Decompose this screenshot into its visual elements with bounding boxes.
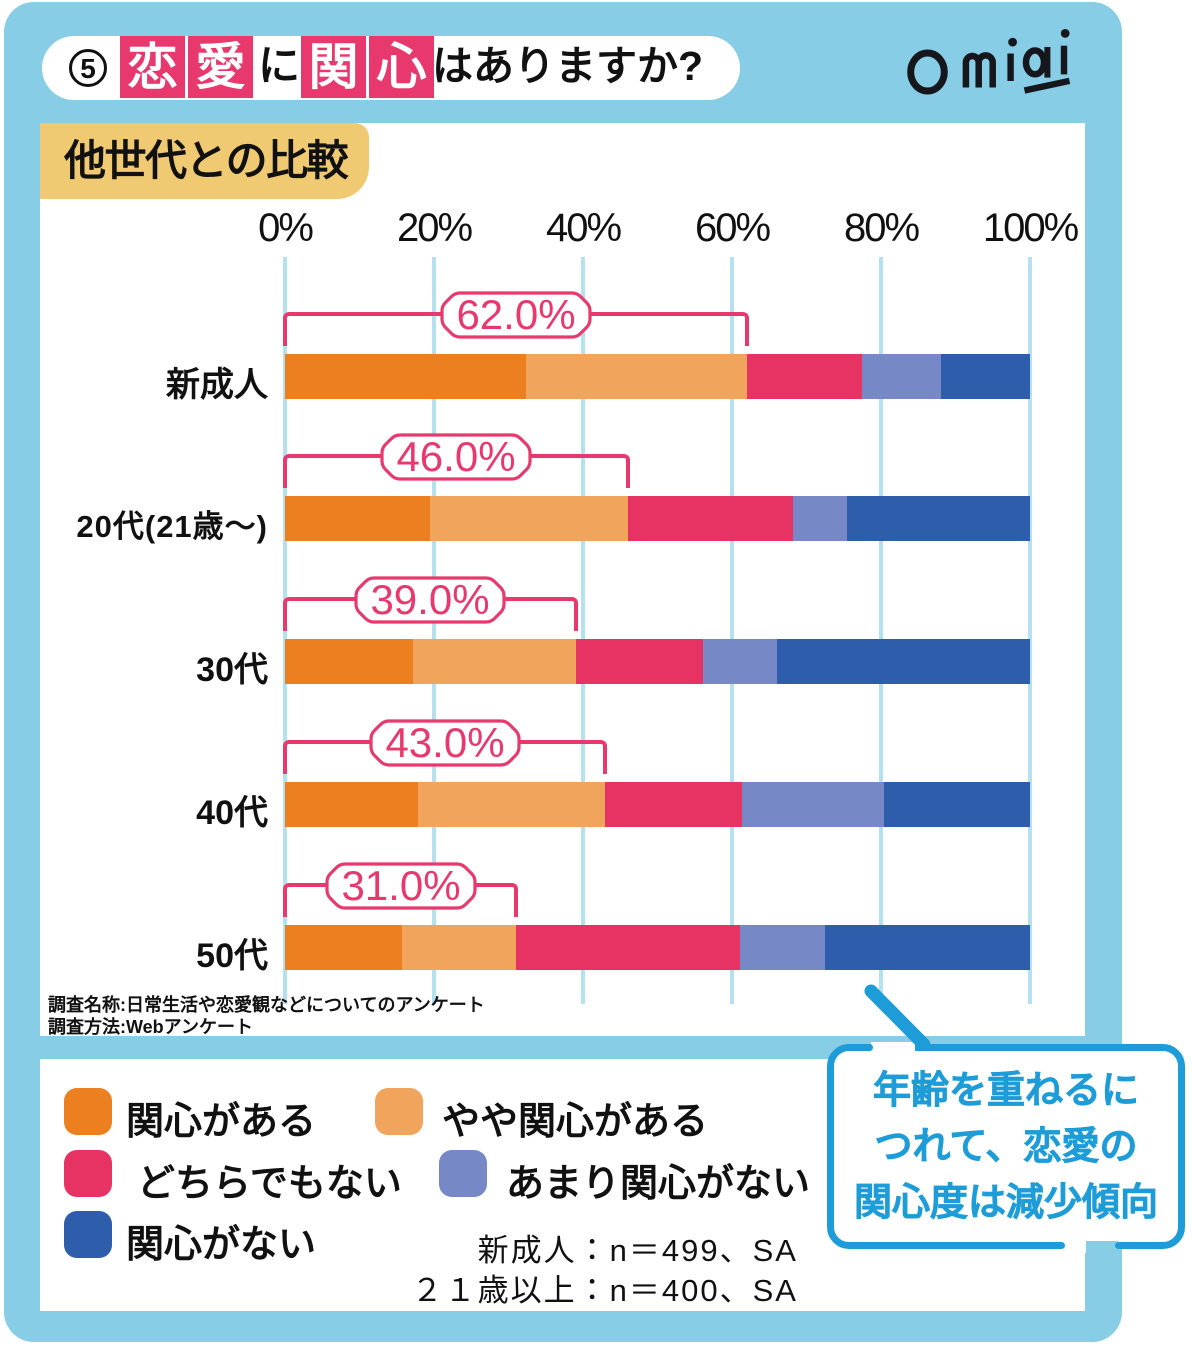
svg-text:62.0%: 62.0% [456,291,575,338]
svg-text:43.0%: 43.0% [386,719,505,766]
svg-text:46.0%: 46.0% [397,433,516,480]
svg-text:39.0%: 39.0% [371,576,490,623]
svg-text:31.0%: 31.0% [341,862,460,909]
